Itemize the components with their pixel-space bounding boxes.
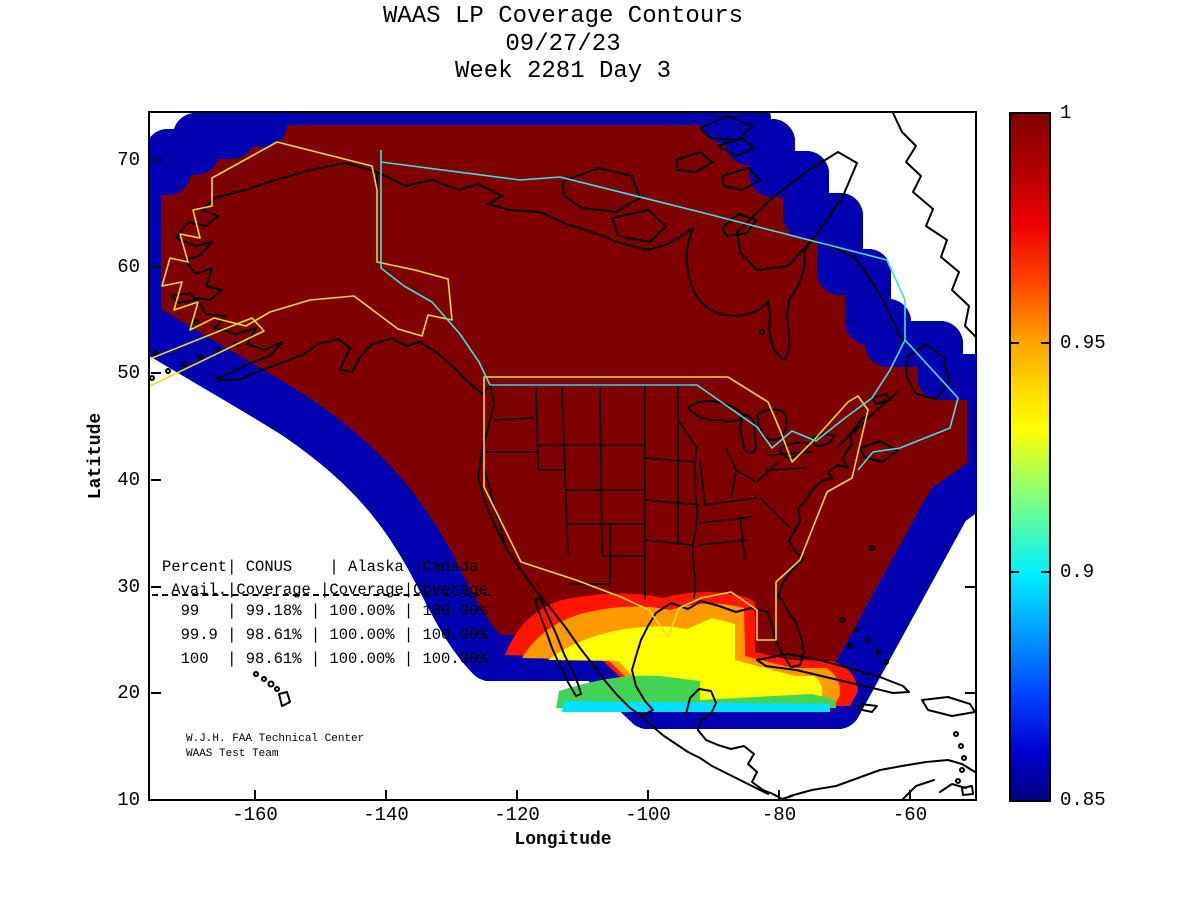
baffin-island <box>736 151 858 271</box>
yucatan-central-america <box>685 688 793 800</box>
pacific-coast <box>477 384 642 717</box>
colorbar-tickmark <box>1011 571 1019 573</box>
hudson-bay <box>685 227 813 361</box>
plot-subtitle-week: Week 2281 Day 3 <box>454 58 672 85</box>
y-tickmark <box>151 586 161 588</box>
x-tick-label: -60 <box>892 804 928 826</box>
x-tickmark <box>647 790 649 799</box>
colorbar <box>1009 112 1051 802</box>
jamaica <box>857 703 878 713</box>
x-tick-label: -100 <box>625 804 671 826</box>
plot-subtitle-date: 09/27/23 <box>505 31 621 58</box>
y-tickmark <box>965 692 975 694</box>
nova-scotia <box>859 440 898 463</box>
hispaniola <box>921 696 976 717</box>
canada-boundary <box>380 150 959 471</box>
colorbar-label-09: 0.9 <box>1060 561 1095 583</box>
y-tick-label: 70 <box>117 149 140 171</box>
labrador-coast <box>811 239 906 346</box>
alaska-coast <box>175 162 378 381</box>
stats-table-header-2: Avail.|Coverage |Coverage|Coverage <box>162 581 488 599</box>
y-tick-label: 20 <box>117 682 140 704</box>
x-axis-label: Longitude <box>514 830 612 850</box>
alaska-south-coast <box>213 337 491 395</box>
anticosti <box>871 393 891 405</box>
x-tickmark <box>778 790 780 799</box>
coverage-contours <box>150 113 977 729</box>
pocket-yellow <box>548 618 823 705</box>
newfoundland <box>905 343 950 400</box>
x-tickmark <box>385 790 387 799</box>
x-tick-label: -160 <box>232 804 278 826</box>
y-tick-label: 60 <box>117 256 140 278</box>
coverage-map <box>150 113 977 801</box>
x-tick-label: -80 <box>761 804 797 826</box>
credit-line-2: WAAS Test Team <box>186 748 279 760</box>
y-tick-label: 40 <box>117 469 140 491</box>
atlantic-coast <box>777 415 871 597</box>
x-tickmark <box>516 790 518 799</box>
conus-boundary <box>483 376 869 641</box>
aleutian-boundary <box>150 317 265 387</box>
y-tickmark <box>151 479 161 481</box>
y-tickmark <box>151 372 161 374</box>
x-tickmark <box>254 790 256 799</box>
x-tick-label: -140 <box>363 804 409 826</box>
colorbar-label-1: 1 <box>1060 102 1072 124</box>
central-america-pacific <box>640 715 769 795</box>
x-tick-label: -120 <box>494 804 540 826</box>
colorbar-tickmark <box>1011 342 1019 344</box>
y-tick-label: 50 <box>117 362 140 384</box>
southampton-island <box>721 213 757 237</box>
y-tickmark <box>151 692 161 694</box>
stats-table-divider <box>152 594 490 596</box>
stats-table-row: 100 | 98.61% | 100.00% | 100.00% <box>162 650 488 668</box>
stats-table-row: 99.9 | 98.61% | 100.00% | 100.00% <box>162 626 488 644</box>
colorbar-tickmark <box>1041 571 1049 573</box>
stats-table-row: 99 | 99.18% | 100.00% | 100.00% <box>162 602 488 620</box>
y-tick-label: 10 <box>117 789 140 811</box>
colorbar-tickmark <box>1041 342 1049 344</box>
plot-title: WAAS LP Coverage Contours <box>382 3 744 30</box>
lake-michigan <box>739 414 757 454</box>
pocket-cyan <box>562 701 830 712</box>
gulf-coast <box>635 600 769 657</box>
y-tickmark <box>151 266 161 268</box>
banks-victoria-islands <box>561 167 667 243</box>
hawaii-islands <box>253 671 291 707</box>
greenland-coast <box>892 113 977 339</box>
trinidad <box>961 785 974 796</box>
x-tickmark <box>909 790 911 799</box>
colorbar-label-085: 0.85 <box>1060 789 1106 811</box>
y-axis-label: Latitude <box>86 412 106 500</box>
y-tickmark <box>965 586 975 588</box>
service-volume-boundaries <box>150 141 869 641</box>
y-tick-label: 30 <box>117 576 140 598</box>
south-america-coast <box>789 759 976 801</box>
mexico-gulf-coast <box>631 655 654 717</box>
alaska-boundary <box>161 141 453 337</box>
us-state-borders <box>483 386 813 600</box>
stats-table-header-1: Percent| CONUS | Alaska |Canada <box>162 558 479 576</box>
arctic-coast <box>376 171 694 251</box>
colorbar-label-095: 0.95 <box>1060 332 1106 354</box>
cuba <box>756 653 910 694</box>
y-tickmark <box>151 159 161 161</box>
baja-california <box>534 597 582 697</box>
ellesmere-devon-islands <box>675 115 761 191</box>
credit-line-1: W.J.H. FAA Technical Center <box>186 733 365 745</box>
